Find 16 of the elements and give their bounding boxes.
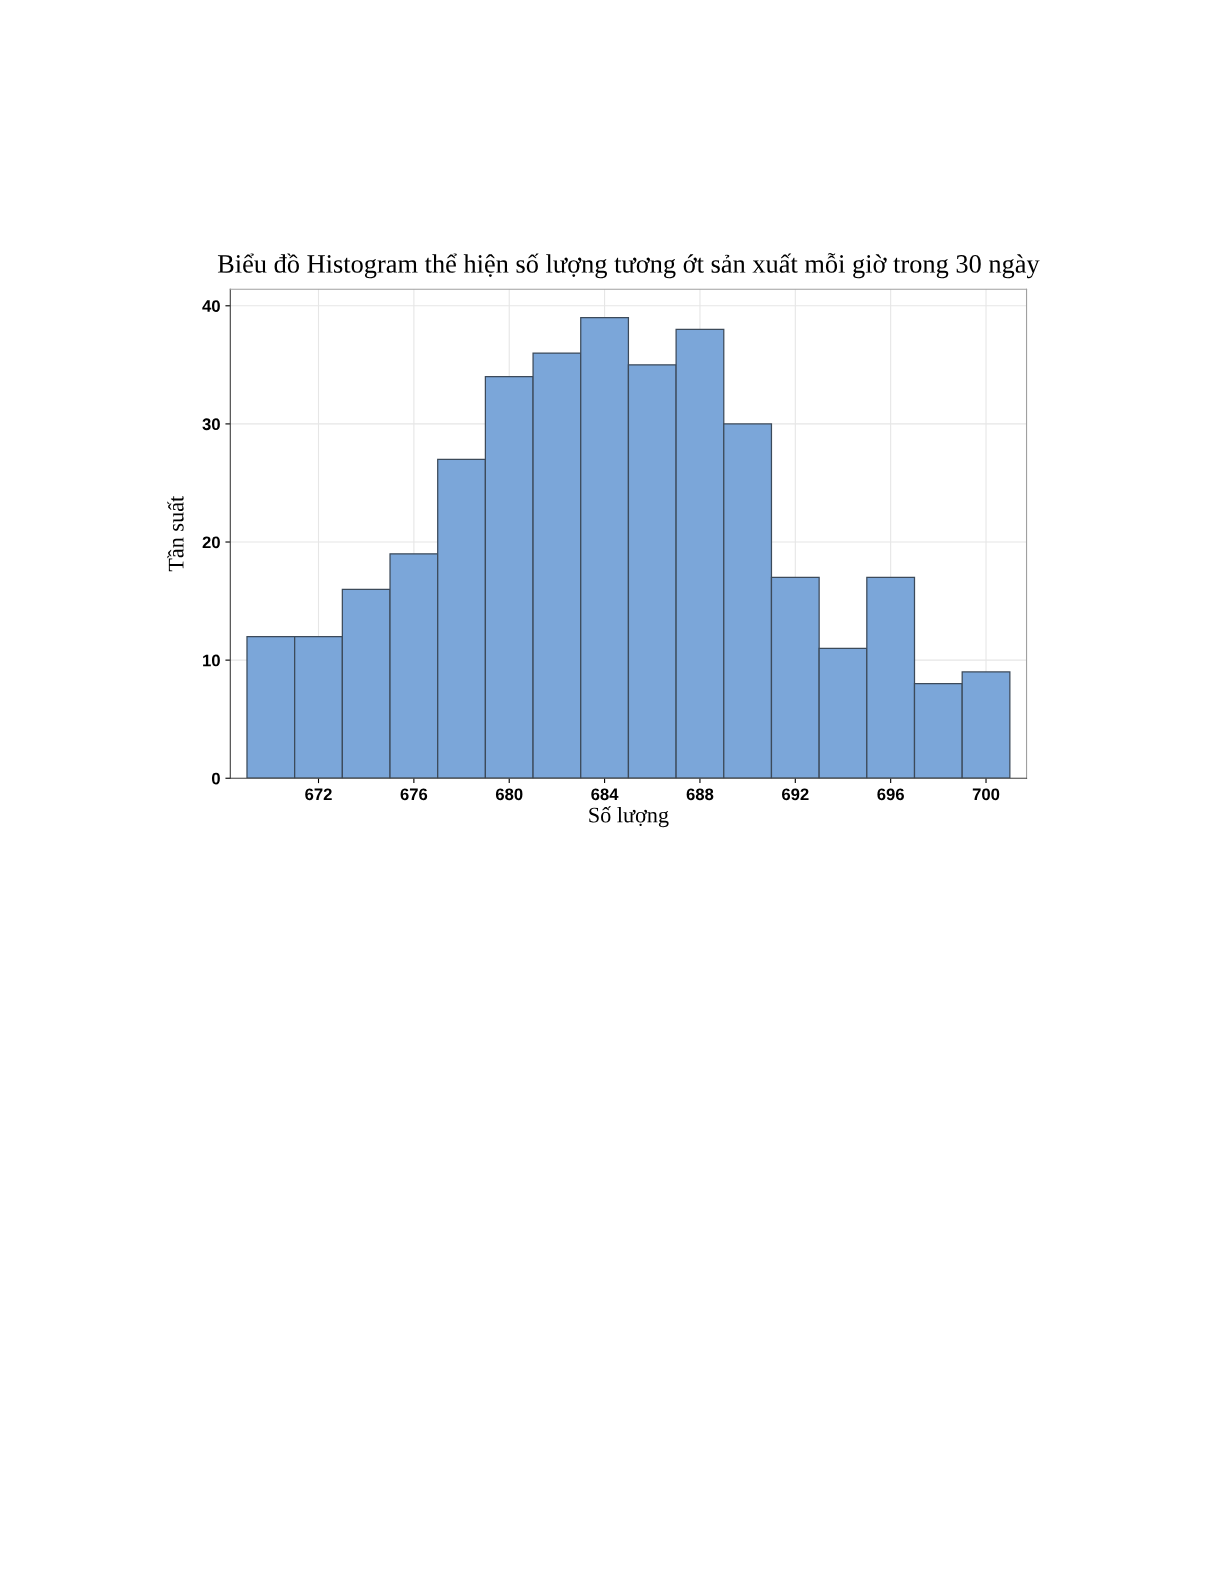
- y-tick-label: 10: [203, 654, 220, 667]
- x-tick-label: 684: [591, 788, 619, 801]
- y-tick-label: 0: [211, 772, 220, 785]
- x-tick-label: 672: [305, 788, 332, 801]
- y-tick-label: 40: [202, 300, 220, 312]
- x-tick-label: 676: [400, 788, 428, 801]
- y-tick-label: 20: [202, 536, 220, 549]
- x-tick-label: 680: [495, 788, 523, 801]
- x-tick-label: 700: [972, 788, 1000, 801]
- chart-title: Biểu đồ Histogram thể hiện số lượng tương ớt sản xuất mỗi giờ trong 30 ngày: [217, 253, 1040, 279]
- y-axis-title: Tần suất: [167, 495, 184, 572]
- x-tick-label: 692: [782, 788, 809, 801]
- x-tick-label: 696: [877, 788, 904, 801]
- x-axis-title: Số lượng: [589, 806, 669, 828]
- y-tick-label: 30: [202, 418, 220, 431]
- x-tick-label: 688: [686, 788, 714, 801]
